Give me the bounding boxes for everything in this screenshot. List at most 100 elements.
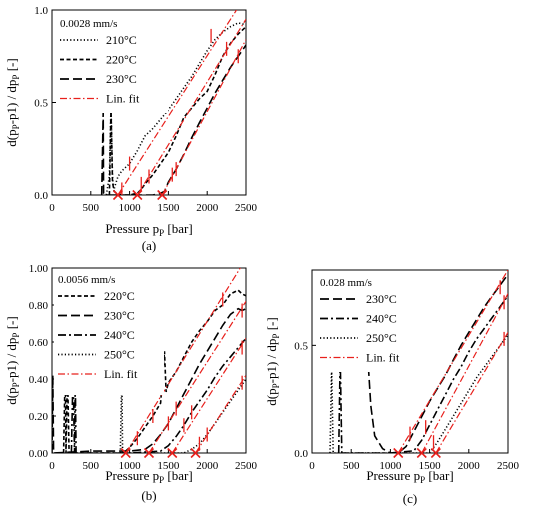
y-axis-label-c: [-] <box>4 316 19 332</box>
panel-label: (c) <box>403 491 417 506</box>
y-tick-label: 0.60 <box>29 337 49 349</box>
legend: 0.0056 mm/s 220°C 230°C 240°C 250°C Lin. fit <box>54 269 164 395</box>
lin-fit-line-1 <box>421 293 508 453</box>
y-axis-label-b: -p1) / dp <box>4 338 19 383</box>
y-axis-label-c: [-] <box>264 317 279 333</box>
series-line-1 <box>337 295 508 453</box>
zero-cross-marker <box>190 447 201 459</box>
series-line-2 <box>329 334 508 453</box>
x-tick-label: 1500 <box>157 460 180 472</box>
y-axis-label: d(pP-p1) / dpP [-] <box>4 58 21 146</box>
legend-label-0: 210°C <box>106 33 137 47</box>
y-axis-label-sub2: P <box>11 75 21 80</box>
lin-fit-line-2 <box>435 332 508 453</box>
x-tick-label: 500 <box>83 460 100 472</box>
lin-fit-line-0 <box>125 268 241 453</box>
y-axis-label-sub: P <box>11 124 21 129</box>
x-axis-label: Pressure pP [bar] <box>105 468 192 485</box>
lin-fit-line-0 <box>117 10 238 195</box>
legend-box <box>316 272 428 372</box>
x-tick-label: 2000 <box>196 460 219 472</box>
y-axis-label-sub2: P <box>11 333 21 338</box>
zero-cross-marker <box>120 447 131 459</box>
series-line-0 <box>62 289 246 453</box>
y-axis-label-b: -p1) / dp <box>264 339 279 384</box>
plot-area <box>329 270 508 453</box>
x-tick-label: 2000 <box>458 460 481 472</box>
rate-label: 0.0056 mm/s <box>58 274 115 286</box>
zero-cross-marker <box>430 447 441 459</box>
lin-fit-line-0 <box>397 270 508 453</box>
panel-label: (b) <box>141 488 156 503</box>
rate-label: 0.028 mm/s <box>320 277 372 289</box>
legend-label-1: 220°C <box>106 53 137 67</box>
y-tick-label: 0.80 <box>29 300 49 312</box>
legend-box <box>56 13 168 113</box>
chart-panel-b: 0 500 1000 1500 2000 2500 0.00 0.20 0.40 0.60 0.80… <box>4 263 258 503</box>
x-tick-label: 0 <box>309 460 315 472</box>
y-axis-label-a: d(p <box>264 388 279 405</box>
legend-label-1: 240°C <box>366 312 397 326</box>
x-tick-label: 1500 <box>157 202 180 214</box>
y-axis-label-a: d(p <box>4 387 19 404</box>
legend-label-0: 230°C <box>366 292 397 306</box>
x-axis-label: Pressure pP [bar] <box>366 468 453 485</box>
legend-label-3: Lin. fit <box>106 92 140 106</box>
zero-cross-marker <box>132 189 143 201</box>
x-axis-label-unit: [bar] <box>164 468 193 483</box>
series-line-0 <box>105 22 246 195</box>
legend: 0.028 mm/s 230°C 240°C 250°C Lin. fit <box>316 272 428 372</box>
x-tick-label: 2500 <box>235 460 258 472</box>
legend-label-2: 240°C <box>104 328 135 342</box>
legend-label-3: 250°C <box>104 348 135 362</box>
x-axis-label-main: Pressure p <box>105 468 159 483</box>
legend-label-3: Lin. fit <box>366 351 400 365</box>
x-tick-label: 0 <box>49 460 55 472</box>
x-axis-label-sub: P <box>159 228 164 238</box>
zero-cross-marker <box>167 447 178 459</box>
x-tick-label: 1500 <box>419 460 442 472</box>
lin-fit-line-1 <box>136 18 246 195</box>
x-tick-label: 2000 <box>196 202 219 214</box>
x-tick-label: 1000 <box>379 460 402 472</box>
y-axis-label-sub: P <box>11 382 21 387</box>
legend-label-2: 230°C <box>106 72 137 86</box>
x-axis-label-sub: P <box>420 475 425 485</box>
y-tick-label: 1.0 <box>34 5 48 17</box>
x-tick-label: 0 <box>49 202 55 214</box>
x-tick-label: 500 <box>343 460 360 472</box>
x-axis-label-unit: [bar] <box>164 221 193 236</box>
y-tick-label: 0.00 <box>29 448 49 460</box>
y-tick-label: 1.00 <box>29 263 49 275</box>
rate-label: 0.0028 mm/s <box>60 18 117 30</box>
x-axis-label-main: Pressure p <box>366 468 420 483</box>
lin-fit-line-2 <box>171 337 246 453</box>
y-axis-label-b: -p1) / dp <box>4 80 19 125</box>
y-tick-label: 0.0 <box>34 190 48 202</box>
legend-label-1: 230°C <box>104 309 135 323</box>
x-axis-label-main: Pressure p <box>105 221 159 236</box>
zero-cross-marker <box>143 447 155 459</box>
y-tick-label: 0.40 <box>29 374 49 386</box>
legend-label-4: Lin. fit <box>104 367 138 381</box>
series-line-1 <box>52 307 246 453</box>
x-axis-label-sub: P <box>159 475 164 485</box>
x-tick-label: 2500 <box>497 460 520 472</box>
y-tick-label: 0.5 <box>34 98 48 110</box>
y-axis-label-sub2: P <box>271 334 281 339</box>
y-axis-label-a: d(p <box>4 129 19 146</box>
zero-cross-marker <box>157 189 168 201</box>
y-axis-label-c: [-] <box>4 58 19 74</box>
x-tick-label: 1000 <box>119 202 142 214</box>
x-axis-label-unit: [bar] <box>425 468 454 483</box>
lin-fit-line-3 <box>195 374 246 453</box>
series-line-3 <box>119 373 246 453</box>
x-tick-label: 500 <box>83 202 100 214</box>
x-tick-label: 2500 <box>235 202 258 214</box>
zero-cross-marker <box>112 189 124 201</box>
y-axis-label: d(pP-p1) / dpP [-] <box>264 317 281 405</box>
y-axis-label: d(pP-p1) / dpP [-] <box>4 316 21 404</box>
lin-fit-line-2 <box>161 39 246 195</box>
